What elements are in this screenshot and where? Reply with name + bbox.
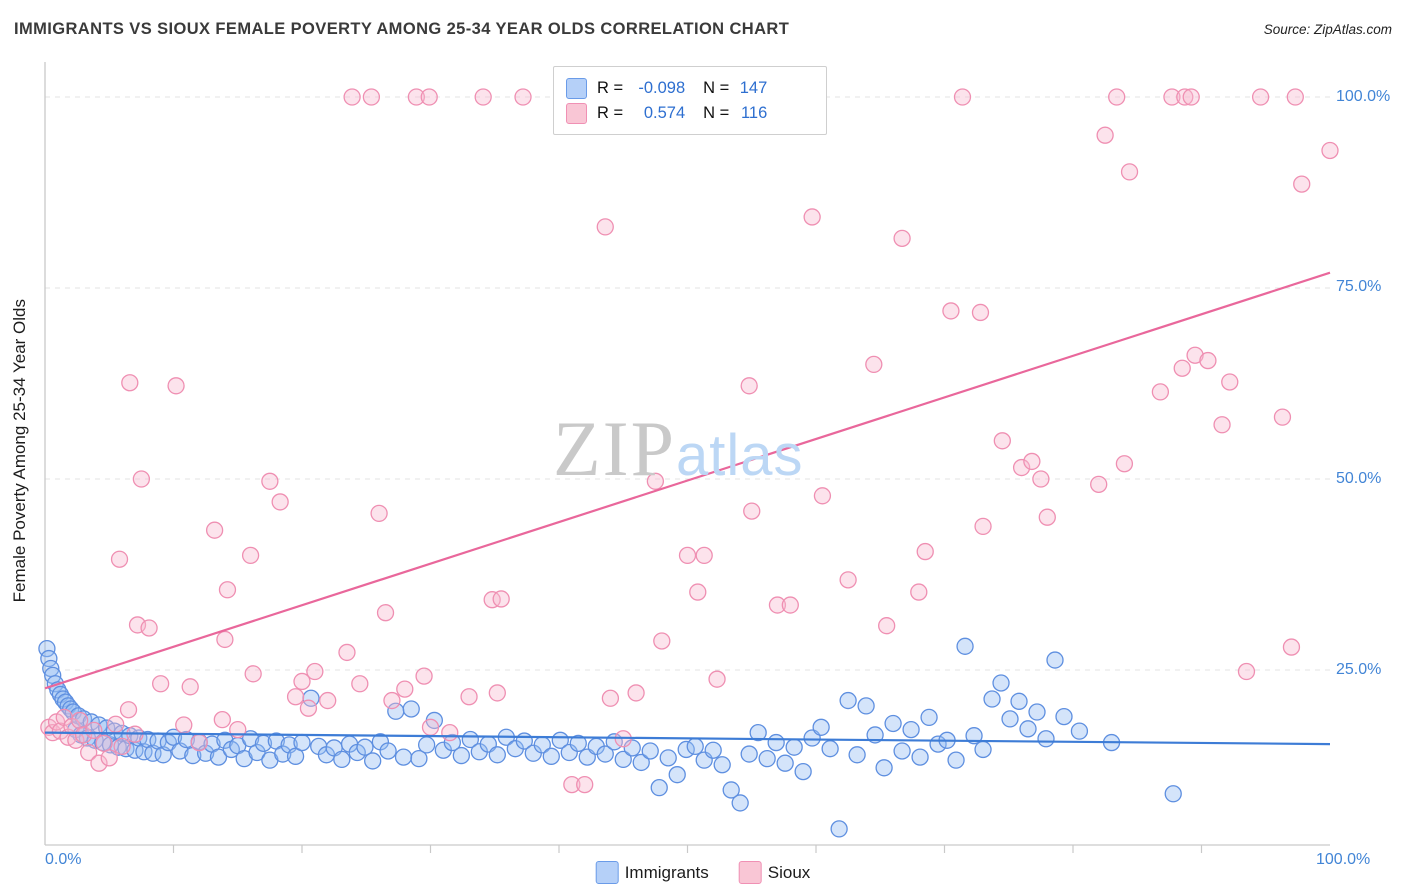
sioux-swatch-icon (738, 861, 762, 884)
correlation-stats-box: R = -0.098 N = 147 R = 0.574 N = 116 (553, 66, 827, 135)
x-tick-max: 100.0% (1316, 851, 1371, 868)
legend-item-immigrants: Immigrants (595, 861, 709, 884)
legend-item-sioux: Sioux (738, 861, 811, 884)
legend-label: Sioux (767, 862, 811, 882)
stats-row-immigrants: R = -0.098 N = 147 (566, 76, 814, 100)
sioux-swatch-icon (566, 102, 587, 124)
chart-legend: Immigrants Sioux (588, 861, 819, 884)
y-tick-50: 50.0% (1336, 470, 1382, 487)
source-attribution: Source: ZipAtlas.com (1263, 22, 1392, 37)
y-tick-25: 25.0% (1336, 661, 1382, 678)
r-value: 0.574 (643, 103, 686, 122)
immigrants-swatch-icon (566, 77, 587, 99)
n-value: 147 (739, 78, 768, 97)
n-label: N = (703, 103, 730, 122)
x-tick-min: 0.0% (45, 851, 82, 868)
n-value: 116 (740, 103, 768, 122)
page-title: IMMIGRANTS VS SIOUX FEMALE POVERTY AMONG… (14, 20, 790, 38)
r-value: -0.098 (638, 78, 686, 97)
n-label: N = (703, 78, 730, 97)
r-label: R = (597, 78, 624, 97)
legend-label: Immigrants (624, 862, 709, 882)
y-tick-75: 75.0% (1336, 278, 1382, 295)
y-axis-label: Female Poverty Among 25-34 Year Olds (10, 299, 29, 603)
immigrants-swatch-icon (595, 861, 619, 884)
y-tick-100: 100.0% (1336, 88, 1391, 105)
stats-row-sioux: R = 0.574 N = 116 (566, 101, 814, 125)
r-label: R = (597, 103, 624, 122)
